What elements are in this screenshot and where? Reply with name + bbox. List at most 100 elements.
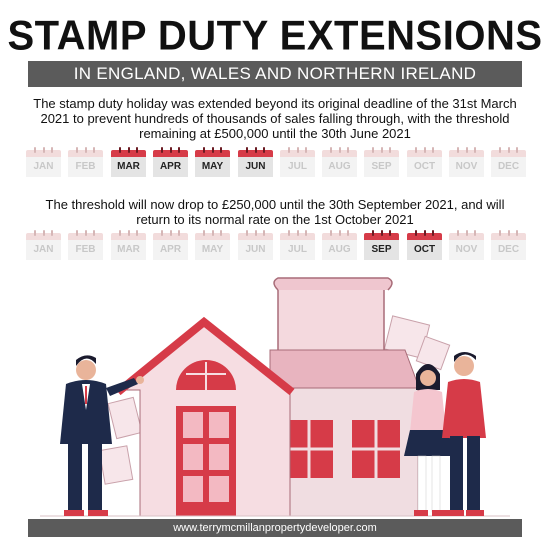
- calendar-ring: [466, 147, 468, 153]
- calendar-ring: [288, 147, 290, 153]
- calendar-ring: [499, 230, 501, 236]
- calendar-header: [449, 233, 484, 240]
- calendar-ring: [51, 230, 53, 236]
- calendar-ring: [161, 230, 163, 236]
- calendar-header: [449, 150, 484, 157]
- calendar-icon: AUG: [322, 147, 357, 177]
- calendar-icon: MAY: [195, 147, 230, 177]
- calendar-header: [407, 150, 442, 157]
- calendar-ring: [457, 147, 459, 153]
- calendar-ring: [381, 230, 383, 236]
- calendar-header: [238, 233, 273, 240]
- calendar-header: [26, 233, 61, 240]
- calendar-header: [407, 233, 442, 240]
- calendar-icon: MAR: [111, 230, 146, 260]
- calendar-ring: [34, 230, 36, 236]
- calendar-ring: [246, 147, 248, 153]
- calendar-ring: [339, 147, 341, 153]
- calendar-ring: [372, 147, 374, 153]
- calendar-ring: [85, 230, 87, 236]
- calendar-ring: [255, 230, 257, 236]
- calendar-ring: [263, 230, 265, 236]
- calendar-icon: FEB: [68, 230, 103, 260]
- calendar-ring: [516, 230, 518, 236]
- calendar-ring: [305, 147, 307, 153]
- calendar-header: [68, 233, 103, 240]
- calendar-header: [68, 150, 103, 157]
- calendar-header: [322, 233, 357, 240]
- calendar-ring: [389, 147, 391, 153]
- calendar-row-2: JAN FEB MAR APR MAY JUN JUL AUG SEP OCT NOV DEC: [26, 230, 526, 266]
- calendar-ring: [51, 147, 53, 153]
- calendar-ring: [424, 230, 426, 236]
- calendar-icon: MAY: [195, 230, 230, 260]
- calendar-ring: [220, 230, 222, 236]
- calendar-icon: NOV: [449, 230, 484, 260]
- calendar-ring: [372, 230, 374, 236]
- calendar-icon: JUL: [280, 230, 315, 260]
- calendar-month-label: MAY: [195, 240, 230, 260]
- calendar-month-label: SEP: [364, 240, 399, 260]
- calendar-ring: [170, 147, 172, 153]
- calendar-ring: [34, 147, 36, 153]
- calendar-icon: APR: [153, 230, 188, 260]
- page-title: STAMP DUTY EXTENSIONS: [7, 12, 543, 60]
- man-icon: [60, 355, 144, 516]
- calendar-month-label: FEB: [68, 240, 103, 260]
- calendar-month-label: FEB: [68, 157, 103, 177]
- calendar-month-label: JAN: [26, 157, 61, 177]
- calendar-ring: [516, 147, 518, 153]
- calendar-ring: [474, 147, 476, 153]
- calendar-month-label: SEP: [364, 157, 399, 177]
- calendar-ring: [128, 230, 130, 236]
- calendar-icon: APR: [153, 147, 188, 177]
- calendar-ring: [424, 147, 426, 153]
- calendar-ring: [43, 230, 45, 236]
- calendar-month-label: OCT: [407, 240, 442, 260]
- calendar-ring: [212, 147, 214, 153]
- calendar-ring: [128, 147, 130, 153]
- calendar-icon: SEP: [364, 230, 399, 260]
- calendar-month-label: DEC: [491, 157, 526, 177]
- calendar-ring: [288, 230, 290, 236]
- paragraph-threshold: The threshold will now drop to £250,000 …: [45, 197, 505, 227]
- calendar-month-label: NOV: [449, 240, 484, 260]
- calendar-ring: [212, 230, 214, 236]
- calendar-header: [491, 150, 526, 157]
- calendar-ring: [432, 230, 434, 236]
- calendar-ring: [119, 230, 121, 236]
- calendar-ring: [76, 230, 78, 236]
- calendar-ring: [263, 147, 265, 153]
- calendar-icon: JUN: [238, 147, 273, 177]
- calendar-icon: MAR: [111, 147, 146, 177]
- calendar-month-label: AUG: [322, 157, 357, 177]
- calendar-ring: [297, 147, 299, 153]
- calendar-ring: [203, 230, 205, 236]
- calendar-month-label: JUN: [238, 157, 273, 177]
- calendar-month-label: MAY: [195, 157, 230, 177]
- calendar-header: [111, 150, 146, 157]
- calendar-icon: JAN: [26, 147, 61, 177]
- calendar-header: [111, 233, 146, 240]
- calendar-header: [322, 150, 357, 157]
- calendar-icon: OCT: [407, 147, 442, 177]
- calendar-header: [280, 150, 315, 157]
- calendar-month-label: JUL: [280, 240, 315, 260]
- calendar-icon: DEC: [491, 230, 526, 260]
- woman-icon: [404, 364, 454, 516]
- calendar-ring: [508, 147, 510, 153]
- calendar-ring: [76, 147, 78, 153]
- calendar-month-label: MAR: [111, 240, 146, 260]
- calendar-month-label: JAN: [26, 240, 61, 260]
- calendar-ring: [85, 147, 87, 153]
- calendar-ring: [246, 230, 248, 236]
- man-right-icon: [442, 352, 486, 516]
- calendar-ring: [297, 230, 299, 236]
- calendar-icon: FEB: [68, 147, 103, 177]
- calendar-icon: JUL: [280, 147, 315, 177]
- calendar-ring: [93, 147, 95, 153]
- calendar-ring: [119, 147, 121, 153]
- calendar-header: [195, 233, 230, 240]
- calendar-header: [364, 150, 399, 157]
